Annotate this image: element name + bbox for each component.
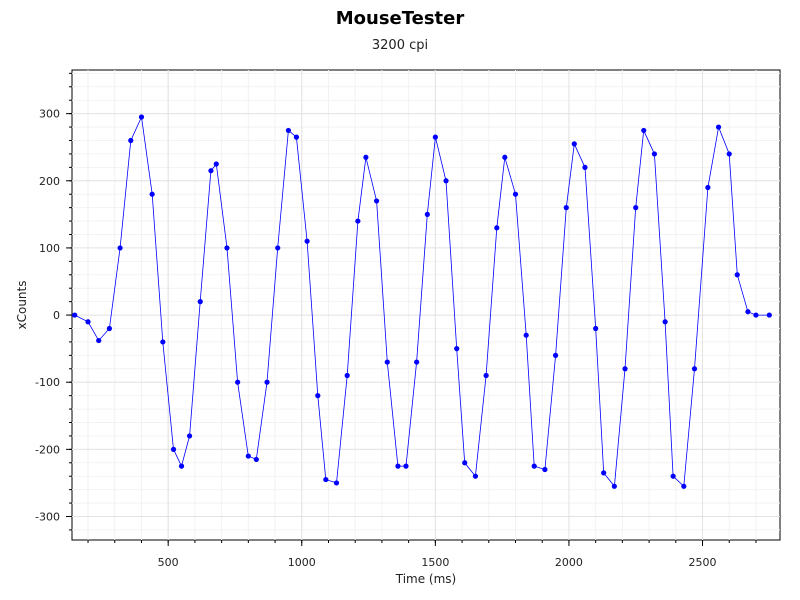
data-point: [563, 205, 569, 211]
data-point: [245, 453, 251, 459]
data-point: [745, 309, 751, 315]
x-tick-label: 2500: [689, 556, 717, 569]
data-point: [670, 473, 676, 479]
data-point: [734, 272, 740, 278]
series-points: [72, 114, 772, 489]
data-point: [304, 238, 310, 244]
data-point: [472, 473, 479, 479]
data-point: [662, 319, 668, 325]
data-point: [494, 225, 500, 231]
data-point: [641, 127, 647, 134]
y-axis-label: xCounts: [15, 281, 29, 330]
chart-subtitle: 3200 cpi: [371, 38, 429, 53]
data-point: [72, 312, 78, 318]
data-point: [622, 366, 628, 372]
data-point: [414, 359, 420, 365]
data-point: [138, 114, 145, 120]
data-point: [333, 480, 340, 486]
data-point: [582, 164, 588, 170]
data-point: [285, 127, 292, 134]
y-tick-label: -100: [35, 376, 60, 389]
data-point: [323, 476, 329, 483]
y-tick-label: 0: [53, 309, 60, 322]
x-axis-label: Time (ms): [395, 572, 457, 586]
y-tick-label: 200: [39, 175, 60, 188]
data-point: [432, 134, 438, 140]
data-point: [502, 154, 508, 160]
data-point: [571, 141, 577, 147]
axis-ticks: [66, 72, 757, 546]
data-point: [315, 393, 321, 399]
data-point: [633, 205, 639, 211]
x-tick-label: 2000: [555, 556, 583, 569]
data-point: [373, 198, 380, 204]
data-point: [512, 191, 519, 197]
data-point: [186, 433, 193, 439]
data-point: [235, 379, 241, 385]
data-point: [197, 299, 203, 305]
y-tick-label: 100: [39, 242, 60, 255]
data-point: [170, 446, 177, 452]
data-point: [224, 245, 230, 251]
chart-title: MouseTester: [335, 8, 465, 29]
plot-frame: [71, 69, 781, 541]
data-point: [264, 379, 270, 385]
data-point: [542, 466, 548, 473]
data-point: [293, 134, 300, 140]
data-point: [651, 151, 658, 157]
data-point: [715, 124, 722, 130]
data-point: [384, 359, 390, 365]
x-tick-label: 1000: [288, 556, 316, 569]
data-point: [611, 483, 617, 489]
data-point: [160, 339, 166, 345]
data-point: [531, 463, 537, 469]
x-tick-label: 500: [158, 556, 179, 569]
data-point: [753, 312, 759, 318]
data-point: [705, 184, 711, 191]
data-point: [213, 161, 219, 167]
y-tick-label: -300: [35, 511, 60, 524]
data-point: [355, 218, 361, 224]
x-tick-label: 1500: [421, 556, 449, 569]
data-point: [149, 191, 155, 197]
data-point: [483, 372, 489, 379]
data-point: [593, 325, 599, 332]
data-point: [552, 352, 559, 358]
data-point: [424, 211, 430, 217]
data-point: [275, 245, 281, 251]
data-point: [106, 325, 113, 332]
major-grid: [72, 70, 780, 540]
tick-labels: 500 1000 1500 2000 2500 -300 -200 -100 0 100 200 30…: [35, 108, 716, 569]
data-point: [523, 332, 529, 338]
y-tick-label: 300: [39, 108, 60, 121]
data-point: [96, 337, 102, 344]
data-point: [344, 372, 350, 379]
data-point: [601, 470, 607, 476]
y-tick-label: -200: [35, 443, 60, 456]
data-point: [403, 463, 409, 469]
data-point: [726, 151, 732, 157]
data-point: [454, 346, 460, 352]
data-point: [363, 154, 369, 160]
data-point: [85, 319, 91, 325]
data-point: [117, 245, 123, 251]
data-point: [208, 168, 214, 174]
data-point: [681, 483, 687, 489]
series-line: [74, 115, 770, 488]
data-point: [766, 312, 772, 318]
data-point: [691, 366, 698, 372]
data-point: [253, 456, 259, 463]
data-point: [462, 460, 468, 466]
data-point: [395, 463, 401, 469]
data-point: [178, 463, 185, 469]
data-point: [443, 178, 449, 184]
data-point: [128, 137, 134, 144]
